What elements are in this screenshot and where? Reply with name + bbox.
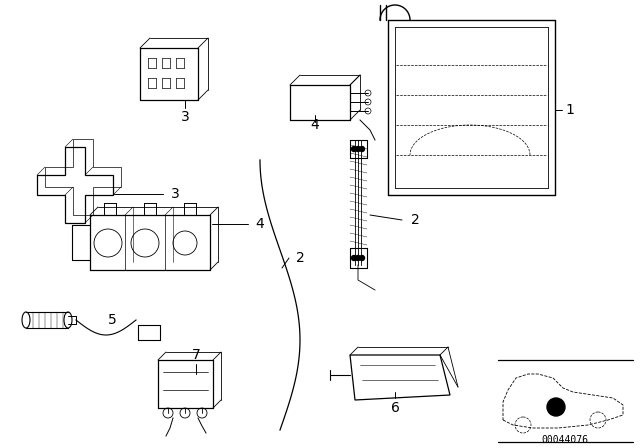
Circle shape [351, 146, 356, 151]
Text: 3: 3 [180, 110, 189, 124]
Text: 00044076: 00044076 [541, 435, 589, 445]
Text: 3: 3 [171, 187, 179, 201]
Text: 4: 4 [310, 118, 319, 132]
Text: 5: 5 [108, 313, 116, 327]
Circle shape [355, 255, 360, 260]
Circle shape [351, 255, 356, 260]
Circle shape [355, 146, 360, 151]
Text: 6: 6 [390, 401, 399, 415]
Text: 2: 2 [296, 251, 305, 265]
Circle shape [360, 146, 365, 151]
Text: 4: 4 [255, 217, 264, 231]
Circle shape [547, 398, 565, 416]
Text: 2: 2 [411, 213, 419, 227]
Text: 1: 1 [566, 103, 575, 117]
Text: 7: 7 [191, 348, 200, 362]
Circle shape [360, 255, 365, 260]
